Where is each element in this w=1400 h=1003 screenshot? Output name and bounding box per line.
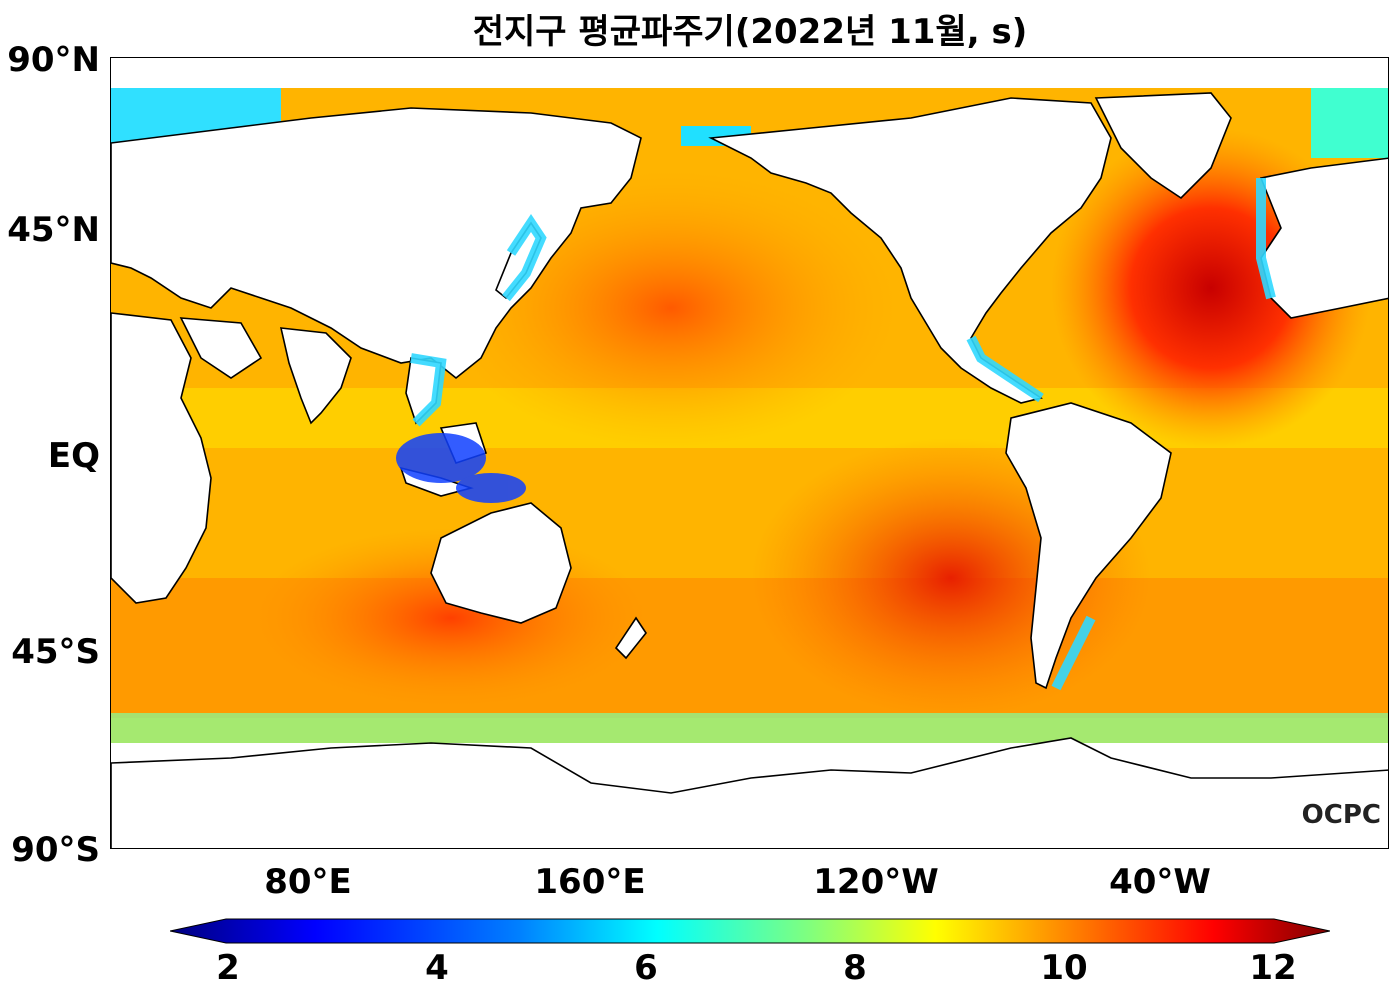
lat-label-45s: 45°S: [11, 632, 100, 672]
lon-label-160e: 160°E: [534, 862, 646, 902]
colorbar-tick-6: 6: [634, 948, 658, 988]
indonesia-shallows: [396, 433, 526, 503]
colorbar-tick-8: 8: [843, 948, 867, 988]
lon-label-40w: 40°W: [1109, 862, 1211, 902]
map-title: 전지구 평균파주기(2022년 11월, s): [472, 12, 1028, 52]
lat-label-eq: EQ: [47, 436, 100, 476]
colorbar-tick-12: 12: [1249, 948, 1297, 988]
colorbar-tick-4: 4: [425, 948, 449, 988]
map-panel: OCPC: [110, 57, 1389, 849]
lon-label-120w: 120°W: [813, 862, 939, 902]
colorbar: [170, 918, 1330, 944]
colorbar-tick-2: 2: [216, 948, 240, 988]
arctic-strip-east: [1311, 88, 1388, 158]
colorbar-gradient: [170, 918, 1330, 944]
wave-period-map: OCPC: [111, 88, 1388, 848]
lat-label-90s: 90°S: [11, 830, 100, 870]
antarctic-margin: [111, 713, 1388, 743]
land: [111, 92, 1388, 848]
ocpc-logo: OCPC: [1302, 800, 1381, 830]
colorbar-tick-10: 10: [1040, 948, 1088, 988]
lon-label-80e: 80°E: [264, 862, 352, 902]
lat-label-45n: 45°N: [7, 210, 100, 250]
lat-label-90n: 90°N: [7, 40, 100, 80]
coastal-shelf: [410, 178, 1276, 691]
